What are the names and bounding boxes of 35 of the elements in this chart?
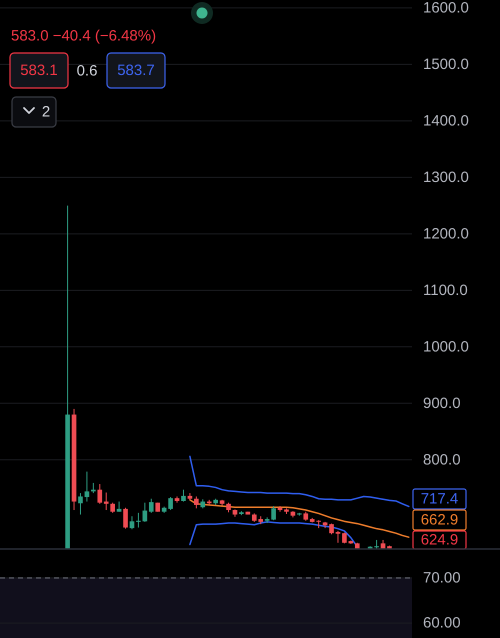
annotation: 583.0 −40.4 (−6.48%): [11, 28, 156, 44]
y-tick-label: 70.00: [423, 569, 461, 586]
text: 662.9: [420, 512, 458, 528]
candlestick: [226, 502, 231, 513]
text: 624.9: [420, 532, 458, 548]
candlestick: [168, 496, 173, 511]
candlestick: [104, 492, 109, 511]
y-tick-label: 900.0: [423, 394, 461, 412]
annotation: 583.1: [20, 62, 58, 79]
y-tick-label: 1400.0: [423, 112, 469, 130]
candlestick: [271, 506, 276, 521]
y-tick-label: 1000.0: [423, 338, 469, 356]
y-tick-label: 1600.0: [423, 0, 469, 16]
candlestick: [97, 484, 102, 504]
candlestick: [194, 496, 199, 509]
candlestick: [148, 498, 154, 514]
candlestick: [142, 502, 148, 522]
line-series: [189, 456, 410, 508]
candlestick: [181, 489, 186, 502]
text: 717.4: [420, 490, 458, 508]
annotation: 0.6: [76, 62, 98, 80]
y-tick-label: 1100.0: [423, 282, 468, 299]
candlestick: [200, 498, 206, 509]
y-tick-label: 60.00: [423, 614, 461, 632]
annotation: 583.7: [117, 62, 155, 79]
annotation: 2: [42, 104, 50, 120]
candlestick: [91, 482, 96, 494]
y-tick-label: 1500.0: [423, 56, 469, 73]
y-tick-label: 1200.0: [423, 225, 469, 242]
y-tick-label: 1300.0: [423, 168, 469, 186]
candlestick: [123, 507, 128, 530]
candlestick: [110, 502, 115, 514]
candlestick: [374, 539, 379, 549]
candlestick: [303, 511, 308, 522]
y-tick-label: 800.0: [423, 451, 461, 468]
